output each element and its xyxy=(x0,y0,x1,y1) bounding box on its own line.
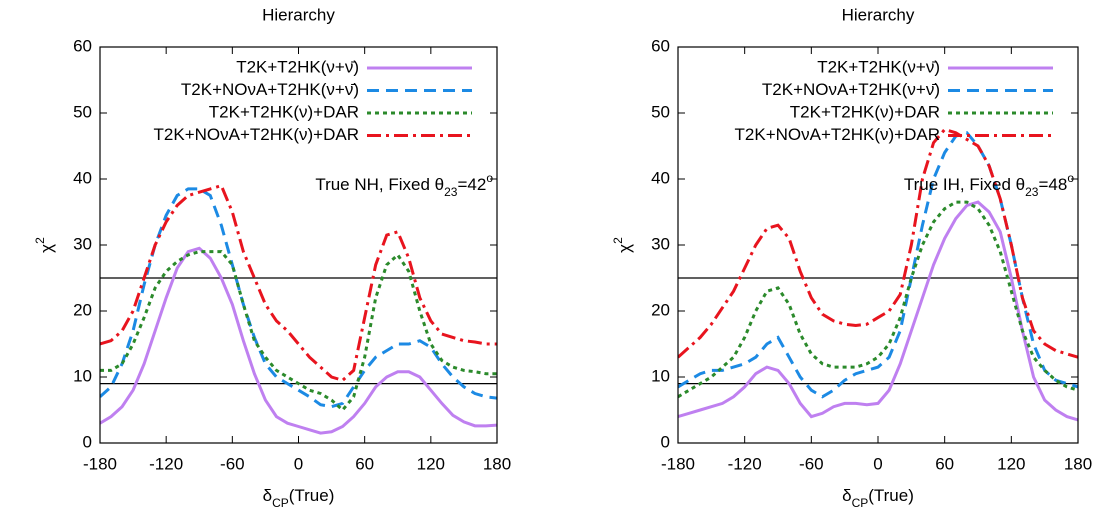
panel: Hierarchy 0 10 20 30 40 50 60 -180 -120 -60 0 60 120 1… xyxy=(33,5,511,510)
y-tick-label: 20 xyxy=(651,300,670,319)
y-tick-label: 40 xyxy=(651,168,670,187)
y-tick-label: 0 xyxy=(83,432,92,451)
annotation-part: =42 xyxy=(457,175,486,194)
x-tick-label: -120 xyxy=(728,454,762,473)
y-axis-label: χ2 xyxy=(611,237,634,253)
series-line xyxy=(100,183,497,382)
x-tick-label: 120 xyxy=(997,454,1025,473)
x-axis-label-part: CP xyxy=(272,496,289,510)
legend-label: T2K+T2HK(ν)+DAR xyxy=(209,102,359,121)
y-axis-label-part: 2 xyxy=(33,237,47,244)
y-tick-label: 10 xyxy=(73,366,92,385)
legend-label: T2K+NOνA+T2HK(ν)+DAR xyxy=(735,125,940,144)
x-tick-label: -60 xyxy=(799,454,824,473)
y-axis-label: χ2 xyxy=(33,237,56,253)
x-tick-label: 180 xyxy=(483,454,511,473)
y-tick-label: 50 xyxy=(651,102,670,121)
y-axis-label-part: 2 xyxy=(611,237,625,244)
x-tick-label: 60 xyxy=(355,454,374,473)
y-axis-label-part: χ xyxy=(615,244,634,253)
annotation-part: True NH, Fixed θ xyxy=(315,175,444,194)
series-line xyxy=(100,250,497,413)
legend-label: T2K+T2HK(ν+ν̄) xyxy=(236,57,359,76)
plot-frame xyxy=(677,46,1079,444)
series-line xyxy=(100,246,497,435)
x-tick-label: 180 xyxy=(1064,454,1092,473)
legend-label: T2K+NOνA+T2HK(ν+ν̄) xyxy=(181,80,359,99)
y-tick-label: 10 xyxy=(651,366,670,385)
annotation-part: o xyxy=(486,171,493,185)
series-line xyxy=(678,131,1078,399)
annotation-part: 23 xyxy=(1025,185,1039,199)
x-axis-label: δCP(True) xyxy=(263,486,335,510)
x-tick-label: 0 xyxy=(873,454,882,473)
y-tick-label: 0 xyxy=(661,432,670,451)
legend-label: T2K+T2HK(ν)+DAR xyxy=(790,102,940,121)
x-axis-label-part: (True) xyxy=(289,486,335,505)
x-tick-label: -120 xyxy=(149,454,183,473)
legend-label: T2K+NOνA+T2HK(ν)+DAR xyxy=(154,125,359,144)
y-tick-label: 30 xyxy=(651,234,670,253)
x-axis-label-part: δ xyxy=(263,486,272,505)
legend-label: T2K+T2HK(ν+ν̄) xyxy=(817,57,940,76)
x-axis-label-part: CP xyxy=(852,496,869,510)
annotation-part: 23 xyxy=(444,185,458,199)
chart-title: Hierarchy xyxy=(262,5,335,24)
x-tick-label: -180 xyxy=(83,454,117,473)
x-axis-label-part: δ xyxy=(842,486,851,505)
y-tick-label: 60 xyxy=(651,36,670,55)
x-tick-label: 0 xyxy=(294,454,303,473)
series-line xyxy=(678,127,1078,359)
annotation: True NH, Fixed θ23=42o xyxy=(315,171,493,199)
y-tick-label: 60 xyxy=(73,36,92,55)
x-tick-label: -180 xyxy=(661,454,695,473)
series-line xyxy=(678,200,1078,422)
x-tick-label: 60 xyxy=(935,454,954,473)
y-tick-label: 20 xyxy=(73,300,92,319)
y-tick-label: 40 xyxy=(73,168,92,187)
y-tick-label: 50 xyxy=(73,102,92,121)
annotation-part: o xyxy=(1067,171,1074,185)
series-line xyxy=(100,187,497,409)
annotation-part: True IH, Fixed θ xyxy=(904,175,1025,194)
y-axis-label-part: χ xyxy=(37,244,56,253)
panel: Hierarchy 0 10 20 30 40 50 60 -180 -120 -60 0 60 120 1… xyxy=(611,5,1092,510)
x-tick-label: -60 xyxy=(220,454,245,473)
plot-frame xyxy=(99,46,498,444)
series-line xyxy=(678,200,1078,399)
x-axis-label: δCP(True) xyxy=(842,486,914,510)
annotation-part: =48 xyxy=(1038,175,1067,194)
x-tick-label: 120 xyxy=(417,454,445,473)
legend-label: T2K+NOνA+T2HK(ν+ν̄) xyxy=(762,80,940,99)
x-axis-label-part: (True) xyxy=(868,486,914,505)
y-tick-label: 30 xyxy=(73,234,92,253)
annotation: True IH, Fixed θ23=48o xyxy=(904,171,1074,199)
chart-title: Hierarchy xyxy=(842,5,915,24)
